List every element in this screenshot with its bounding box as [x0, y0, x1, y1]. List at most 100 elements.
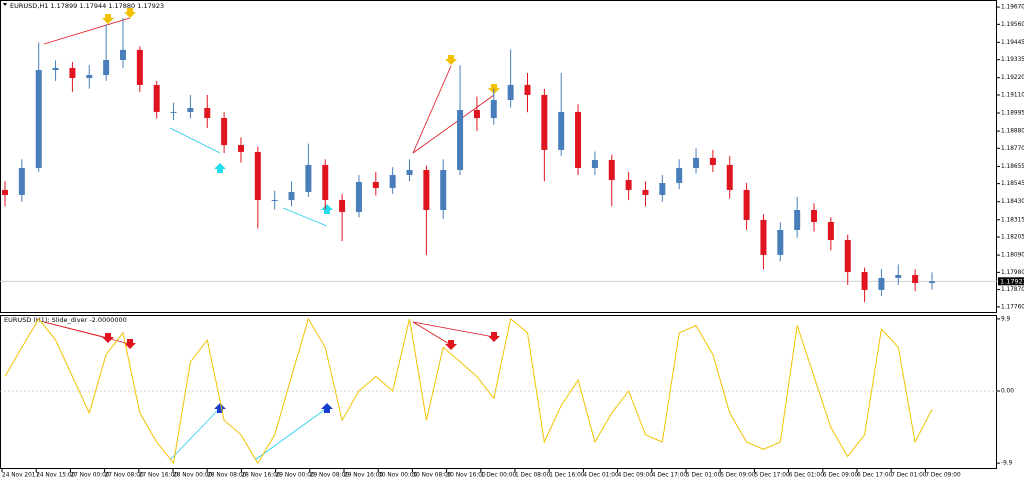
- trend-line: [412, 94, 495, 154]
- trend-line: [169, 407, 221, 461]
- y-tick-label: 1.17760: [1001, 304, 1024, 310]
- candle-body: [676, 167, 683, 184]
- candle-body: [811, 210, 818, 222]
- candle-body: [153, 84, 160, 112]
- candle-body: [490, 99, 497, 119]
- candle-body: [625, 180, 632, 190]
- candle-body: [558, 111, 565, 150]
- main-title: EURUSD,H1 1.17899 1.17944 1.17880 1.1792…: [10, 2, 164, 10]
- down-arrow: [488, 332, 500, 342]
- candle-body: [389, 175, 396, 189]
- y-tick-label: 1.18770: [1001, 146, 1024, 152]
- x-tick-label: 29 Nov 08:00: [310, 473, 349, 479]
- x-tick-label: 27 Nov 08:00: [105, 473, 144, 479]
- candle-body: [136, 49, 143, 85]
- y-tick-label: 1.18430: [1001, 199, 1024, 205]
- candle-body: [288, 191, 295, 200]
- up-arrow: [214, 163, 226, 173]
- candle-body: [2, 189, 8, 195]
- x-tick-label: 28 Nov 08:00: [207, 473, 246, 479]
- candle-body: [355, 181, 362, 212]
- candle-body: [912, 275, 919, 284]
- y-tick-label: 1.19220: [1001, 75, 1024, 81]
- candle-body: [794, 210, 801, 230]
- down-arrow: [124, 8, 136, 18]
- candle-body: [591, 159, 598, 168]
- trend-line: [412, 321, 495, 338]
- candle-body: [372, 181, 379, 189]
- x-tick-label: 7 Dec 09:00: [925, 473, 961, 479]
- trend-line: [169, 127, 221, 154]
- x-tick-label: 24 Nov 2017: [2, 473, 39, 479]
- candle-body: [237, 145, 244, 152]
- candle-body: [861, 272, 868, 290]
- y-tick-label: 1.19335: [1001, 57, 1024, 63]
- x-tick-label: 6 Dec 01:00: [789, 473, 825, 479]
- x-tick-label: 7 Dec 01:00: [891, 473, 927, 479]
- candle-body: [406, 169, 413, 176]
- candle-body: [35, 70, 42, 168]
- x-tick-label: 30 Nov 00:00: [378, 473, 417, 479]
- x-tick-label: 28 Nov 00:00: [173, 473, 212, 479]
- x-tick-label: 30 Nov 16:00: [447, 473, 486, 479]
- y-tick-label: 1.18090: [1001, 253, 1024, 259]
- x-tick-label: 4 Dec 17:00: [652, 473, 688, 479]
- candle-body: [52, 67, 59, 71]
- up-arrow: [214, 403, 226, 413]
- candle-body: [726, 164, 733, 190]
- x-tick-label: 29 Nov 16:00: [344, 473, 383, 479]
- down-arrow: [124, 339, 136, 349]
- y-tick-label: 9.9: [1001, 316, 1011, 322]
- candle-body: [86, 75, 93, 79]
- trend-line: [254, 407, 328, 461]
- candle-body: [777, 229, 784, 255]
- x-tick-label: 24 Nov 15:00: [36, 473, 75, 479]
- candle-body: [69, 67, 76, 79]
- oscillator-line: [4, 317, 933, 465]
- up-arrow: [321, 403, 333, 413]
- candle-body: [305, 164, 312, 192]
- candle-body: [204, 107, 211, 119]
- trend-line: [43, 17, 131, 45]
- candle-body: [575, 111, 582, 168]
- down-arrow: [102, 333, 114, 343]
- indicator-title: EURUSD (H1): Slide_diver -2.0000000: [4, 316, 127, 324]
- y-tick-label: 1.19670: [1001, 5, 1024, 11]
- trend-line: [43, 321, 131, 345]
- candle-body: [339, 199, 346, 212]
- y-tick-label: 0.00: [1001, 389, 1014, 395]
- y-tick-label: -9.9: [1001, 461, 1013, 467]
- signal-arrows: [102, 8, 500, 413]
- trend-line: [282, 207, 328, 227]
- trend-line: [412, 65, 452, 154]
- candle-body: [507, 84, 514, 100]
- y-tick-label: 1.18655: [1001, 164, 1024, 170]
- x-tick-label: 1 Dec 08:00: [515, 473, 551, 479]
- last-price-label: 1.17923: [1000, 277, 1024, 285]
- candle-body: [642, 189, 649, 195]
- y-tick-label: 1.18205: [1001, 235, 1024, 241]
- candle-body: [608, 159, 615, 181]
- candle-body: [693, 157, 700, 168]
- main-frame: [0, 0, 997, 313]
- candle-body: [271, 199, 278, 201]
- x-tick-label: 4 Dec 09:00: [618, 473, 654, 479]
- x-tick-label: 5 Dec 17:00: [754, 473, 790, 479]
- candle-body: [18, 167, 25, 195]
- y-tick-label: 1.18315: [1001, 217, 1024, 223]
- title-marker: [3, 3, 7, 6]
- y-tick-label: 1.18995: [1001, 111, 1024, 117]
- candle-body: [440, 169, 447, 211]
- x-tick-label: 6 Dec 17:00: [857, 473, 893, 479]
- candle-body: [187, 107, 194, 112]
- x-tick-label: 6 Dec 09:00: [823, 473, 859, 479]
- candle-body: [541, 94, 548, 150]
- signal-lines: [43, 17, 495, 461]
- down-arrow: [445, 340, 457, 350]
- candle-body: [743, 189, 750, 220]
- y-tick-label: 1.19110: [1001, 92, 1024, 98]
- candle-body: [103, 59, 110, 76]
- up-arrow: [321, 204, 333, 214]
